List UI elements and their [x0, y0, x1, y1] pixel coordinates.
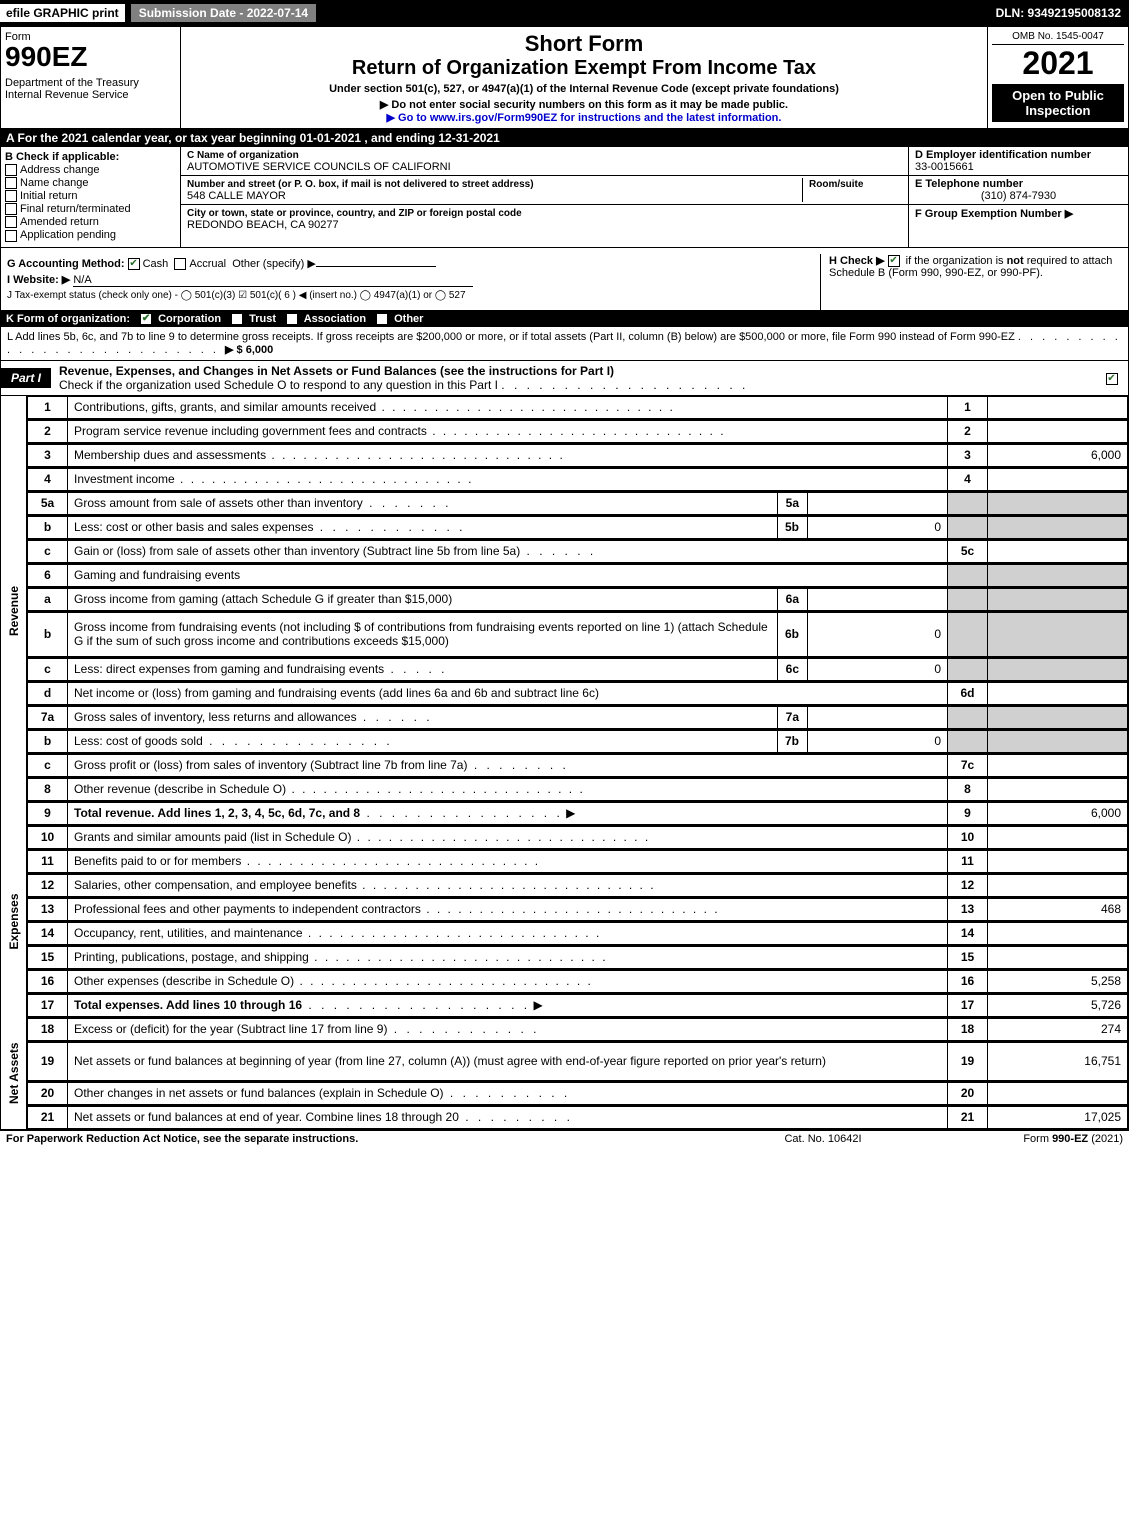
e-label: E Telephone number: [915, 178, 1023, 190]
side-net-assets: Net Assets: [1, 1017, 27, 1129]
part-i-title: Revenue, Expenses, and Changes in Net As…: [51, 361, 1098, 395]
d-label: D Employer identification number: [915, 149, 1091, 161]
header-left: Form 990EZ Department of the Treasury In…: [1, 27, 181, 128]
col-def: D Employer identification number 33-0015…: [908, 147, 1128, 247]
val-8: [988, 778, 1128, 800]
gross-receipts: ▶ $ 6,000: [225, 344, 273, 356]
dept-label: Department of the Treasury Internal Reve…: [5, 77, 176, 101]
val-2: [988, 420, 1128, 442]
col-c: C Name of organization AUTOMOTIVE SERVIC…: [181, 147, 908, 247]
title-main: Return of Organization Exempt From Incom…: [185, 57, 983, 80]
row-h: H Check ▶ if the organization is not req…: [820, 254, 1120, 314]
submission-date: Submission Date - 2022-07-14: [129, 2, 318, 24]
chk-other[interactable]: [376, 313, 388, 325]
c-street-label: Number and street (or P. O. box, if mail…: [187, 179, 534, 190]
val-5c: [988, 540, 1128, 562]
val-11: [988, 850, 1128, 872]
chk-h[interactable]: [888, 255, 900, 267]
header-center: Short Form Return of Organization Exempt…: [181, 27, 988, 128]
c-city-label: City or town, state or province, country…: [187, 208, 522, 219]
chk-trust[interactable]: [231, 313, 243, 325]
other-specify-line: [316, 266, 436, 267]
val-19: 16,751: [988, 1042, 1128, 1080]
val-15: [988, 946, 1128, 968]
org-street: 548 CALLE MAYOR: [187, 190, 286, 202]
chk-address[interactable]: Address change: [5, 164, 176, 176]
section-ghij: G Accounting Method: Cash Accrual Other …: [0, 248, 1129, 311]
chk-schedule-o[interactable]: [1106, 373, 1118, 385]
open-inspection: Open to Public Inspection: [992, 84, 1124, 122]
val-5a: [808, 492, 948, 514]
title-short-form: Short Form: [185, 31, 983, 57]
row-a: A For the 2021 calendar year, or tax yea…: [0, 129, 1129, 147]
val-14: [988, 922, 1128, 944]
val-6a: [808, 588, 948, 610]
val-4: [988, 468, 1128, 490]
val-5b: 0: [808, 516, 948, 538]
dln: DLN: 93492195008132: [988, 4, 1129, 22]
org-city: REDONDO BEACH, CA 90277: [187, 219, 339, 231]
ein: 33-0015661: [915, 161, 974, 173]
footer-cat: Cat. No. 10642I: [723, 1133, 923, 1145]
val-9: 6,000: [988, 802, 1128, 824]
val-12: [988, 874, 1128, 896]
omb-number: OMB No. 1545-0047: [992, 31, 1124, 45]
val-16: 5,258: [988, 970, 1128, 992]
subtitle-warn: ▶ Do not enter social security numbers o…: [185, 98, 983, 111]
form-header: Form 990EZ Department of the Treasury In…: [0, 26, 1129, 129]
val-7a: [808, 706, 948, 728]
telephone: (310) 874-7930: [915, 190, 1122, 202]
section-bcdef: B Check if applicable: Address change Na…: [0, 147, 1129, 248]
form-number: 990EZ: [5, 43, 176, 71]
chk-final[interactable]: Final return/terminated: [5, 203, 176, 215]
val-10: [988, 826, 1128, 848]
part-i-tag: Part I: [1, 368, 51, 388]
val-3: 6,000: [988, 444, 1128, 466]
footer-left: For Paperwork Reduction Act Notice, see …: [6, 1133, 723, 1145]
efile-label: efile GRAPHIC print: [0, 4, 125, 22]
c-name-label: C Name of organization: [187, 150, 299, 161]
chk-initial[interactable]: Initial return: [5, 190, 176, 202]
side-revenue: Revenue: [1, 396, 27, 826]
val-6b: 0: [808, 612, 948, 656]
val-6d: [988, 682, 1128, 704]
chk-amended[interactable]: Amended return: [5, 216, 176, 228]
subtitle-goto: ▶ Go to www.irs.gov/Form990EZ for instru…: [185, 111, 983, 124]
irs-link[interactable]: ▶ Go to www.irs.gov/Form990EZ for instru…: [387, 112, 782, 124]
val-1: [988, 396, 1128, 418]
val-7b: 0: [808, 730, 948, 752]
website-value: N/A: [73, 274, 473, 287]
col-b: B Check if applicable: Address change Na…: [1, 147, 181, 247]
row-l: L Add lines 5b, 6c, and 7b to line 9 to …: [0, 327, 1129, 361]
side-expenses: Expenses: [1, 826, 27, 1018]
b-label: B Check if applicable:: [5, 151, 176, 163]
val-7c: [988, 754, 1128, 776]
header-right: OMB No. 1545-0047 2021 Open to Public In…: [988, 27, 1128, 128]
part-i-table: Revenue 1 Contributions, gifts, grants, …: [0, 396, 1129, 1130]
val-21: 17,025: [988, 1106, 1128, 1128]
chk-name[interactable]: Name change: [5, 177, 176, 189]
val-6c: 0: [808, 658, 948, 680]
part-i-header: Part I Revenue, Expenses, and Changes in…: [0, 361, 1129, 396]
f-label: F Group Exemption Number ▶: [915, 208, 1073, 220]
org-name: AUTOMOTIVE SERVICE COUNCILS OF CALIFORNI: [187, 161, 451, 173]
val-17: 5,726: [988, 994, 1128, 1016]
chk-cash[interactable]: [128, 258, 140, 270]
chk-assoc[interactable]: [286, 313, 298, 325]
c-room-label: Room/suite: [809, 179, 863, 190]
val-20: [988, 1082, 1128, 1104]
top-bar: efile GRAPHIC print Submission Date - 20…: [0, 0, 1129, 26]
tax-year: 2021: [992, 45, 1124, 82]
footer-right: Form 990-EZ (2021): [923, 1133, 1123, 1145]
footer: For Paperwork Reduction Act Notice, see …: [0, 1130, 1129, 1147]
val-13: 468: [988, 898, 1128, 920]
val-18: 274: [988, 1018, 1128, 1040]
subtitle-section: Under section 501(c), 527, or 4947(a)(1)…: [185, 83, 983, 95]
chk-accrual[interactable]: [174, 258, 186, 270]
chk-corp[interactable]: [140, 313, 152, 325]
chk-pending[interactable]: Application pending: [5, 229, 176, 241]
